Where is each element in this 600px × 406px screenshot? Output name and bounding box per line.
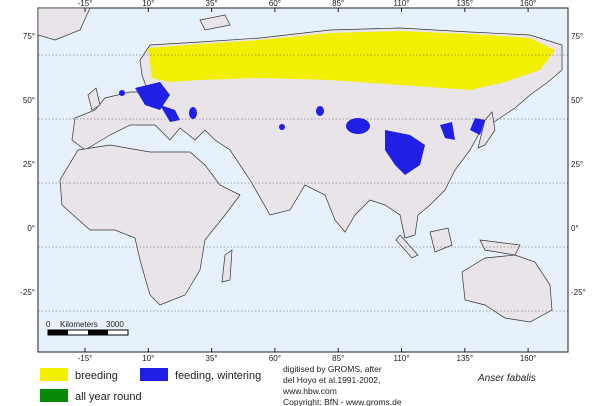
breeding-range [148, 31, 555, 90]
longitude-label: 60° [269, 0, 281, 8]
latitude-label: 25° [571, 160, 583, 169]
ranges [119, 31, 555, 175]
greenland [37, 7, 91, 41]
uk [87, 87, 101, 111]
latitude-label: 50° [571, 96, 583, 105]
credits: digitised by GROMS, after del Hoyo et al… [282, 364, 402, 406]
longitude-label: 160° [520, 354, 537, 363]
species-name: Anser fabalis [477, 373, 536, 384]
longitude-label: 110° [394, 0, 410, 8]
credit-line: del Hoyo et al.1991-2002, [283, 375, 380, 385]
legend-label: breeding [75, 370, 118, 382]
new-guinea [479, 239, 521, 256]
scale-segment [48, 330, 68, 335]
legend-label: feeding, wintering [175, 370, 261, 382]
latitude-label: 75° [23, 32, 35, 41]
legend: breeding feeding, wintering all year rou… [40, 368, 261, 403]
latitude-label: -25° [571, 288, 586, 297]
graticule [38, 8, 568, 352]
scale-end: 3000 [106, 320, 124, 329]
longitude-label: 135° [457, 354, 474, 363]
sumatra [395, 234, 419, 259]
longitude-label: 35° [206, 0, 218, 8]
longitude-label: 85° [332, 0, 344, 8]
latitude-label: 0° [27, 224, 35, 233]
wintering-range [119, 82, 485, 175]
longitude-label: 35° [206, 354, 218, 363]
latitude-label: 75° [571, 32, 583, 41]
latitude-label: 25° [23, 160, 35, 169]
arctic-island [199, 14, 231, 31]
credit-line: digitised by GROMS, after [283, 364, 382, 374]
latitude-label: 50° [23, 96, 35, 105]
latitude-label: -25° [20, 288, 35, 297]
borneo [429, 227, 453, 253]
madagascar [221, 249, 233, 283]
scale-start: 0 [46, 320, 51, 329]
australia [461, 254, 553, 323]
credit-line: Copyright: BfN - www.groms.de [283, 397, 402, 406]
legend-swatch [40, 389, 68, 402]
legend-swatch [40, 368, 68, 381]
coordinate-labels: -15° -15° 10° 10° 35° 35° 60° 60° 85° 85° 110° 110°… [20, 0, 586, 363]
longitude-label: -15° [78, 354, 93, 363]
longitude-label: 135° [457, 0, 474, 8]
credit-line: www.hbw.com [282, 386, 337, 396]
longitude-label: 110° [394, 354, 410, 363]
legend-swatch [140, 368, 168, 381]
longitude-label: 160° [520, 0, 537, 8]
africa [59, 144, 241, 306]
scale-bar: 0 Kilometers 3000 [46, 320, 129, 336]
longitude-label: 10° [142, 0, 154, 8]
latitude-label: 0° [571, 224, 579, 233]
japan [477, 111, 496, 149]
scale-unit: Kilometers [60, 320, 98, 329]
legend-label: all year round [75, 391, 142, 403]
longitude-label: 10° [142, 354, 154, 363]
longitude-label: 60° [269, 354, 281, 363]
scale-segment [88, 330, 108, 335]
longitude-label: -15° [78, 0, 93, 8]
longitude-label: 85° [332, 354, 344, 363]
